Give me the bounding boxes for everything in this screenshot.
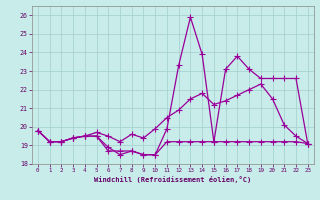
X-axis label: Windchill (Refroidissement éolien,°C): Windchill (Refroidissement éolien,°C) (94, 176, 252, 183)
